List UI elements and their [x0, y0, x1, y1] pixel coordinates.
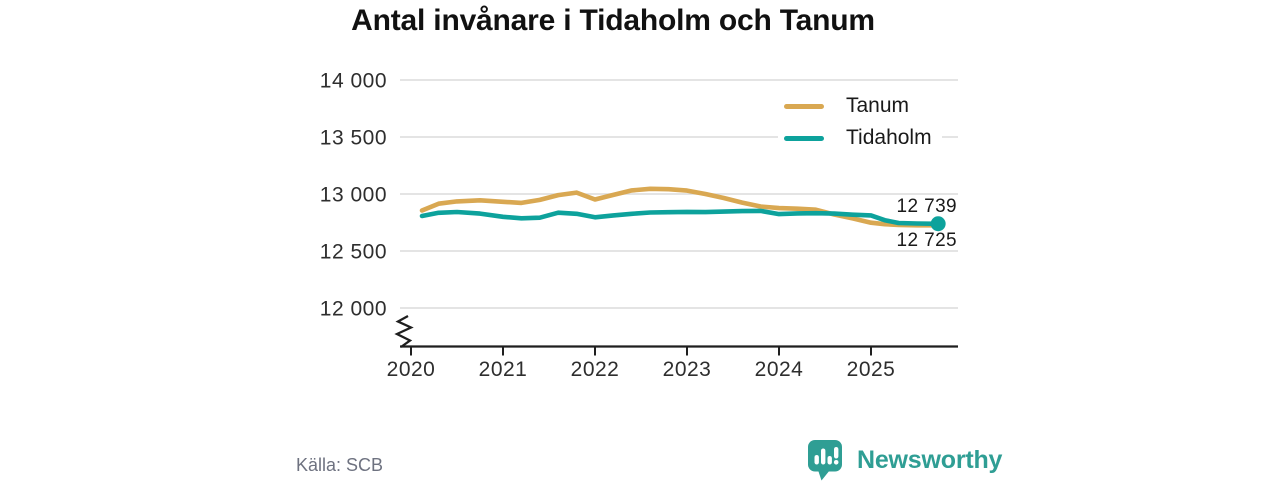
- newsworthy-wordmark: Newsworthy: [857, 446, 1003, 474]
- chart-layers: 14 000 13 500 13 000 12 500 12 000 2020 2021 20…: [320, 70, 958, 381]
- legend-item-tidaholm: Tidaholm: [784, 126, 932, 149]
- tidaholm-swatch: [784, 135, 824, 141]
- chart-title: Antal invånare i Tidaholm och Tanum: [351, 4, 875, 37]
- x-tick-label: 2023: [663, 358, 712, 381]
- x-tick-label: 2022: [571, 358, 620, 381]
- y-tick-label: 12 500: [320, 241, 387, 264]
- legend-label-tidaholm: Tidaholm: [846, 126, 932, 149]
- x-tick-label: 2024: [755, 358, 804, 381]
- tidaholm-line: [419, 208, 941, 227]
- y-tick-label: 14 000: [320, 70, 387, 93]
- tidaholm-endpoint-dot: [930, 216, 946, 232]
- newsworthy-logo-link[interactable]: Newsworthy: [808, 440, 1002, 481]
- x-tick-label: 2020: [387, 358, 436, 381]
- axis-break-icon: [394, 314, 414, 348]
- x-tick-label: 2021: [479, 358, 528, 381]
- tanum-line: [419, 186, 941, 228]
- newsworthy-logo-icon: [808, 440, 842, 481]
- end-label-tanum: 12 725: [896, 230, 957, 251]
- tanum-swatch: [784, 103, 824, 109]
- y-tick-label: 12 000: [320, 298, 387, 321]
- legend: Tanum Tidaholm: [778, 90, 942, 154]
- end-label-tidaholm: 12 739: [896, 196, 957, 217]
- chart-svg: 14 000 13 500 13 000 12 500 12 000 2020 2021 20…: [320, 70, 958, 381]
- legend-label-tanum: Tanum: [846, 94, 910, 117]
- x-tick-label: 2025: [847, 358, 896, 381]
- y-tick-label: 13 500: [320, 127, 387, 150]
- legend-item-tanum: Tanum: [784, 94, 932, 117]
- y-tick-label: 13 000: [320, 184, 387, 207]
- source-note: Källa: SCB: [296, 455, 384, 475]
